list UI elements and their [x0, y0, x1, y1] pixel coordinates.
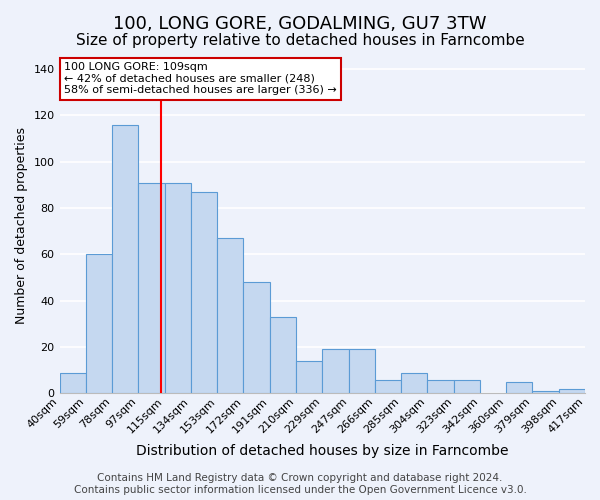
Bar [349, 350, 375, 394]
Text: 100 LONG GORE: 109sqm
← 42% of detached houses are smaller (248)
58% of semi-det: 100 LONG GORE: 109sqm ← 42% of detached … [64, 62, 337, 96]
Bar [164, 182, 191, 394]
Bar [191, 192, 217, 394]
Bar [532, 391, 559, 394]
Bar [506, 382, 532, 394]
Bar [112, 124, 139, 394]
Text: 100, LONG GORE, GODALMING, GU7 3TW: 100, LONG GORE, GODALMING, GU7 3TW [113, 15, 487, 33]
Bar [322, 350, 349, 394]
Bar [559, 389, 585, 394]
Bar [244, 282, 270, 394]
Bar [86, 254, 112, 394]
Bar [375, 380, 401, 394]
Bar [427, 380, 454, 394]
Bar [217, 238, 244, 394]
Bar [270, 317, 296, 394]
Bar [401, 372, 427, 394]
Bar [59, 372, 86, 394]
Text: Size of property relative to detached houses in Farncombe: Size of property relative to detached ho… [76, 32, 524, 48]
Bar [454, 380, 480, 394]
Text: Contains HM Land Registry data © Crown copyright and database right 2024.
Contai: Contains HM Land Registry data © Crown c… [74, 474, 526, 495]
Y-axis label: Number of detached properties: Number of detached properties [15, 127, 28, 324]
X-axis label: Distribution of detached houses by size in Farncombe: Distribution of detached houses by size … [136, 444, 509, 458]
Bar [139, 182, 164, 394]
Bar [296, 361, 322, 394]
